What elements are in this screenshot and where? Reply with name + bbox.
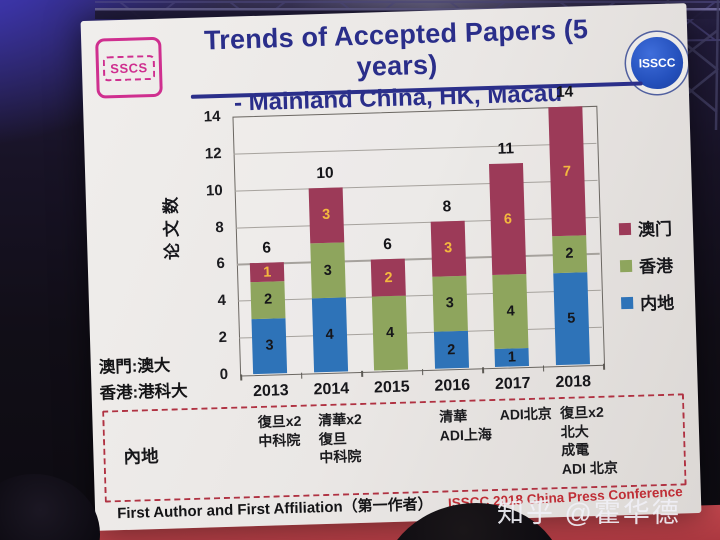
y-axis-tick-label: 6 xyxy=(216,255,226,273)
bar-segment: 3 xyxy=(430,220,467,277)
mainland-column-2016: 清華 ADI上海 xyxy=(439,406,492,445)
x-axis-tick-mark xyxy=(542,365,545,372)
y-axis-tick-label: 8 xyxy=(215,218,224,236)
bar-total-label: 8 xyxy=(442,197,452,215)
institution: 清華x2 xyxy=(318,410,363,429)
legend-swatch xyxy=(618,222,632,235)
legend-item: 内地 xyxy=(620,289,675,316)
x-axis-tick-mark xyxy=(240,374,242,381)
sscs-logo: SSCS xyxy=(95,36,163,99)
x-axis-tick-mark xyxy=(300,372,303,379)
x-axis-year-label: 2014 xyxy=(313,380,350,399)
zhihu-watermark: 知乎 @霍华德 xyxy=(497,498,681,528)
y-axis-tick-label: 0 xyxy=(219,365,229,384)
legend-swatch xyxy=(620,296,634,309)
y-axis-title: 论文数 xyxy=(161,190,183,261)
y-axis-tick-label: 12 xyxy=(204,144,222,163)
mainland-row-label: 內地 xyxy=(123,445,159,468)
bar-total-label: 6 xyxy=(383,236,393,254)
y-axis-tick-label: 10 xyxy=(205,181,223,200)
institution: 成電 xyxy=(561,441,590,459)
mainland-column-2017: ADI北京 xyxy=(499,404,552,424)
bar-segment: 1 xyxy=(494,347,530,367)
bar-segment: 7 xyxy=(548,106,586,237)
bar-segment: 3 xyxy=(251,317,288,375)
macau-note: 澳門:澳大 xyxy=(98,356,171,377)
y-axis-tick-label: 4 xyxy=(217,292,227,310)
sscs-logo-text: SSCS xyxy=(102,54,156,81)
institution: 復旦 xyxy=(318,429,348,447)
bar-segment: 3 xyxy=(310,242,346,299)
institution: ADI北京 xyxy=(499,405,553,423)
x-axis-tick-mark xyxy=(482,367,484,374)
bar-segment: 2 xyxy=(371,259,407,297)
bar-total-label: 14 xyxy=(555,83,574,102)
bar-total-label: 10 xyxy=(316,164,334,182)
slide-title: Trends of Accepted Papers (5 years) - Ma… xyxy=(161,13,634,120)
mainland-column-2013: 復旦x2 中科院 xyxy=(258,412,303,450)
y-axis-tick-label: 14 xyxy=(203,107,221,126)
legend-item: 香港 xyxy=(619,252,674,279)
institution: 清華 xyxy=(438,407,468,425)
affiliation-notes: 澳門:澳大 香港:港科大 xyxy=(98,352,188,407)
bar-segment: 4 xyxy=(311,297,348,373)
legend-swatch xyxy=(619,259,633,272)
slide: SSCS ISSCC Trends of Accepted Papers (5 … xyxy=(80,3,702,531)
hk-note: 香港:港科大 xyxy=(99,382,188,403)
legend-label: 澳门 xyxy=(637,219,673,240)
bar-segment: 4 xyxy=(492,273,529,349)
institution: 中科院 xyxy=(319,447,362,466)
mainland-column-2014: 清華x2 復旦 中科院 xyxy=(318,410,363,467)
bar-total-label: 11 xyxy=(497,140,515,159)
x-axis-year-label: 2018 xyxy=(555,373,592,392)
x-axis-year-label: 2017 xyxy=(494,374,531,393)
x-axis-year-label: 2016 xyxy=(434,376,471,395)
x-axis-year-label: 2013 xyxy=(252,382,289,401)
x-axis-year-label: 2015 xyxy=(373,378,410,397)
bar-segment: 2 xyxy=(551,235,587,274)
isscc-logo-text: ISSCC xyxy=(638,55,676,71)
slide-wrap: SSCS ISSCC Trends of Accepted Papers (5 … xyxy=(80,3,702,531)
bar-segment: 5 xyxy=(553,272,590,366)
institution: ADI上海 xyxy=(439,425,493,444)
bar-total-label: 6 xyxy=(262,239,272,258)
legend-item: 澳门 xyxy=(618,215,673,242)
institution: 中科院 xyxy=(258,431,301,449)
y-axis-tick-label: 2 xyxy=(218,329,228,347)
bar-segment: 2 xyxy=(250,281,286,319)
bar-segment: 6 xyxy=(489,163,527,275)
mainland-institutions-box: 內地 復旦x2 中科院 清華x2 復旦 中科院 清華 ADI上海 ADI北京 復旦x2 北大 成電 A… xyxy=(102,393,687,503)
bar-segment: 1 xyxy=(250,262,285,283)
mainland-column-2018: 復旦x2 北大 成電 ADI 北京 xyxy=(560,402,618,478)
x-axis-tick-mark xyxy=(361,370,363,377)
institution: 北大 xyxy=(560,422,589,440)
institution: 復旦x2 xyxy=(257,412,302,431)
bar-segment: 3 xyxy=(432,275,468,332)
bar-segment: 3 xyxy=(308,187,344,244)
bar-segment: 4 xyxy=(372,295,409,371)
institution: ADI 北京 xyxy=(561,458,619,477)
legend-label: 香港 xyxy=(638,256,674,277)
bar-segment: 2 xyxy=(433,330,469,369)
title-line-1: Trends of Accepted Papers (5 years) xyxy=(203,14,589,82)
x-axis-tick-mark xyxy=(421,369,424,376)
x-axis-tick-mark xyxy=(602,363,605,370)
institution: 復旦x2 xyxy=(559,403,604,422)
legend-label: 内地 xyxy=(639,293,675,314)
